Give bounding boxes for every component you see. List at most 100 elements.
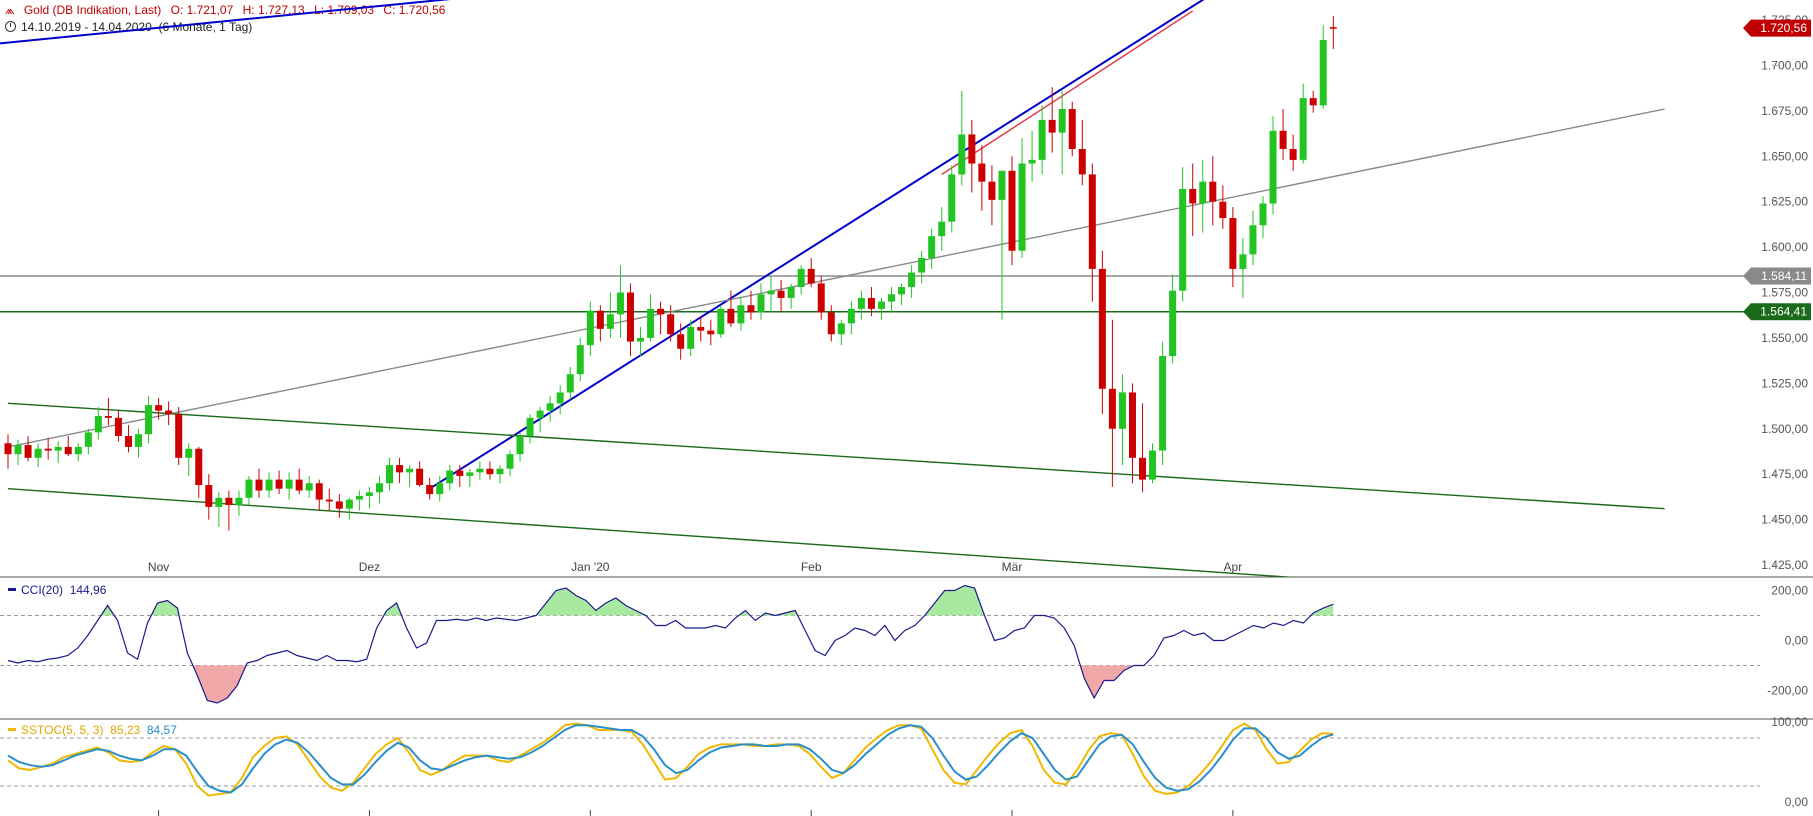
candle-body: [406, 468, 414, 473]
candle-body: [1199, 181, 1207, 204]
clock-icon: [5, 21, 16, 32]
candle-body: [1279, 130, 1287, 149]
candle-body: [114, 417, 122, 437]
candle-body: [1149, 450, 1157, 480]
candle-body: [175, 414, 183, 458]
candle-body: [556, 392, 564, 404]
candle-body: [416, 468, 424, 486]
candle-body: [908, 272, 916, 288]
candle-body: [1128, 392, 1136, 458]
candle-body: [446, 470, 454, 484]
candle-body: [637, 337, 645, 342]
candles: [4, 16, 1337, 531]
candle-body: [1239, 254, 1247, 269]
cci-line: [7, 584, 1334, 704]
candle-body: [938, 221, 946, 237]
candle-body: [596, 310, 604, 329]
candle-body: [1018, 163, 1026, 251]
candle-body: [667, 314, 675, 335]
candle-body: [837, 323, 845, 335]
candle-body: [135, 434, 143, 447]
candle-body: [1068, 109, 1076, 149]
candle-body: [305, 483, 313, 491]
candle-body: [546, 403, 554, 411]
candle-body: [4, 443, 12, 455]
candle-body: [1209, 181, 1217, 202]
candle-body: [14, 445, 22, 455]
price-tick-label: 1.425,00: [1761, 558, 1808, 572]
candle-body: [516, 436, 524, 455]
candle-body: [606, 314, 614, 329]
candle-body: [626, 292, 634, 342]
candle-body: [1269, 130, 1277, 204]
candle-body: [74, 446, 82, 455]
trend-line: [941, 10, 1194, 176]
candle-body: [968, 134, 976, 164]
candle-body: [185, 448, 193, 458]
cci-oversold-fill: [192, 665, 1134, 703]
candle-body: [426, 485, 434, 495]
candle-body: [225, 497, 233, 506]
candle-body: [195, 448, 203, 486]
candle-body: [1259, 203, 1267, 226]
price-tick-label: 1.625,00: [1761, 195, 1808, 209]
price-tick-label: 1.475,00: [1761, 467, 1808, 481]
candle-body: [1219, 201, 1227, 219]
candle-body: [64, 446, 72, 455]
candle-body: [747, 305, 755, 313]
candle-body: [396, 465, 404, 473]
price-tick-label: 1.500,00: [1761, 422, 1808, 436]
candle-body: [677, 334, 685, 349]
candle-body: [1118, 392, 1126, 429]
cci-title: CCI(20): [21, 583, 64, 597]
candle-body: [817, 283, 825, 313]
candle-body: [1289, 148, 1297, 160]
sstoc-d-value: 84,57: [146, 723, 177, 737]
candle-body: [295, 479, 303, 491]
candle-body: [1088, 174, 1096, 269]
candle-body: [34, 448, 42, 458]
candle-body: [345, 499, 353, 509]
x-axis-label: Apr: [1224, 560, 1243, 574]
instrument-name[interactable]: Gold (DB Indikation, Last): [23, 3, 162, 17]
candle-body: [24, 445, 32, 458]
price-tick-label: 1.650,00: [1761, 149, 1808, 163]
candle-body: [807, 268, 815, 284]
candle-body: [365, 492, 373, 496]
sstoc-tick-label: 100,00: [1771, 715, 1808, 729]
candle-body: [616, 292, 624, 315]
candle-body: [375, 483, 383, 493]
sstoc-legend[interactable]: SSTOC(5, 5, 3) 85,23 84,57: [8, 723, 177, 737]
price-tag: [1743, 267, 1811, 285]
price-tag-label: 1.584,11: [1761, 269, 1807, 283]
x-axis-label: Nov: [148, 560, 169, 574]
candle-body: [576, 345, 584, 375]
candle-body: [456, 470, 464, 476]
candle-body: [335, 501, 343, 509]
candle-body: [867, 297, 875, 309]
date-range[interactable]: 14.10.2019 - 14.04.2020: [21, 20, 152, 34]
candle-body: [998, 170, 1006, 200]
cci-tick-label: 0,00: [1785, 634, 1809, 648]
candle-body: [958, 134, 966, 175]
candle-body: [697, 327, 705, 331]
cci-tick-label: -200,00: [1767, 684, 1808, 698]
candle-body: [1309, 98, 1317, 106]
cci-legend[interactable]: CCI(20) 144,96: [8, 583, 106, 597]
price-tag: [1743, 19, 1811, 37]
candle-body: [1189, 188, 1197, 204]
candle-body: [737, 305, 745, 324]
candle-body: [1078, 148, 1086, 175]
candle-body: [1108, 388, 1116, 429]
candle-body: [1159, 356, 1167, 451]
candle-body: [436, 483, 444, 495]
candle-body: [1038, 119, 1046, 160]
candle-body: [386, 465, 394, 484]
sstoc-tick-label: 0,00: [1785, 795, 1809, 809]
candle-body: [94, 416, 102, 433]
candle-body: [1329, 27, 1337, 29]
candle-body: [44, 448, 52, 451]
trend-line: [7, 108, 1665, 448]
candle-body: [124, 436, 132, 447]
